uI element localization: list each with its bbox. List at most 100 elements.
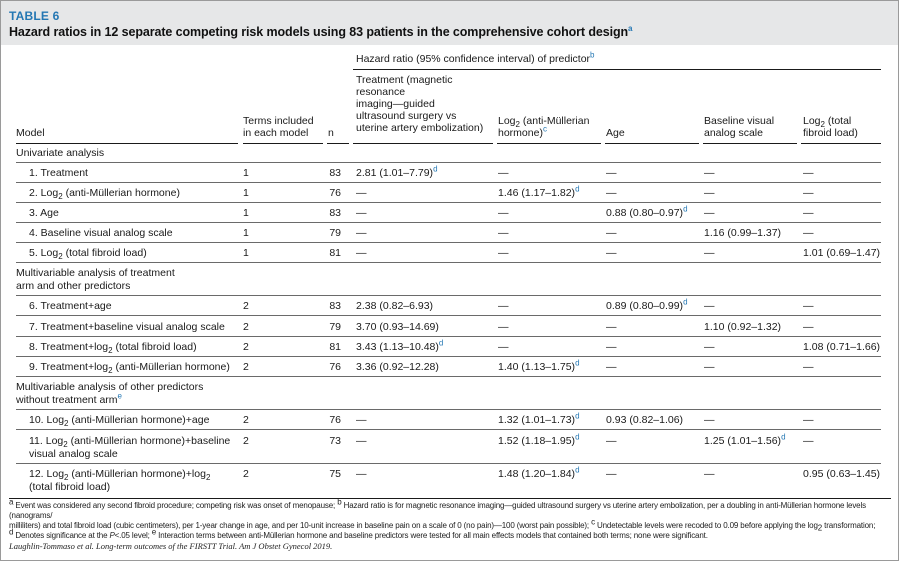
row-3-amh: — (498, 207, 509, 219)
group-header: Hazard ratio (95% confidence interval) o… (356, 50, 595, 65)
row-2-n: 76 (329, 187, 341, 199)
row-rule (16, 315, 881, 316)
row-7-vas: 1.10 (0.92–1.32) (704, 321, 782, 333)
table-title: Hazard ratios in 12 separate competing r… (9, 23, 633, 39)
row-8-terms: 2 (243, 341, 249, 353)
row-12-n: 75 (329, 468, 341, 480)
row-rule (16, 376, 881, 377)
header-rule-model (16, 143, 238, 144)
row-7-model: 7. Treatment+baseline visual analog scal… (29, 321, 225, 333)
col-header-n: n (328, 127, 334, 139)
row-6-treatment: 2.38 (0.82–6.93) (356, 300, 434, 312)
row-11-model: 11. Log2 (anti-Müllerian hormone)+baseli… (29, 435, 231, 460)
row-11-treatment: — (356, 435, 367, 447)
row-rule (16, 262, 881, 263)
row-rule (16, 336, 881, 337)
row-2-age: — (606, 187, 617, 199)
row-8-amh: — (498, 341, 509, 353)
row-8-treatment: 3.43 (1.13–10.48)d (356, 338, 444, 353)
row-8-age: — (606, 341, 617, 353)
row-11-age: — (606, 435, 617, 447)
row-rule (16, 356, 881, 357)
row-2-terms: 1 (243, 187, 249, 199)
col-header-terms: Terms included in each model (243, 115, 314, 139)
row-12-terms: 2 (243, 468, 249, 480)
row-10-vas: — (704, 414, 715, 426)
row-8-vas: — (704, 341, 715, 353)
row-6-terms: 2 (243, 300, 249, 312)
row-5-treatment: — (356, 247, 367, 259)
section-rule (16, 162, 881, 163)
row-10-amh: 1.32 (1.01–1.73)d (498, 411, 580, 426)
header-rule-tfl (801, 143, 881, 144)
header-rule-age (605, 143, 699, 144)
section-multivariable-treatment: Multivariable analysis of treatment arm … (16, 267, 175, 292)
row-1-vas: — (704, 167, 715, 179)
col-header-model: Model (16, 127, 45, 139)
row-rule (16, 222, 881, 223)
col-header-treatment: Treatment (magnetic resonance imaging—gu… (356, 74, 484, 134)
row-10-model: 10. Log2 (anti-Müllerian hormone)+age (29, 414, 210, 429)
row-1-tfl: — (803, 167, 814, 179)
col-header-age: Age (606, 127, 625, 139)
row-3-age: 0.88 (0.80–0.97)d (606, 204, 688, 219)
row-12-amh: 1.48 (1.20–1.84)d (498, 465, 580, 480)
row-5-terms: 1 (243, 247, 249, 259)
row-7-n: 79 (329, 321, 341, 333)
row-12-age: — (606, 468, 617, 480)
row-5-model: 5. Log2 (total fibroid load) (29, 247, 147, 262)
row-1-model: 1. Treatment (29, 167, 88, 179)
row-12-vas: — (704, 468, 715, 480)
row-4-amh: — (498, 227, 509, 239)
row-6-model: 6. Treatment+age (29, 300, 112, 312)
row-7-treatment: 3.70 (0.93–14.69) (356, 321, 439, 333)
row-6-tfl: — (803, 300, 814, 312)
row-5-n: 81 (329, 247, 341, 259)
row-7-age: — (606, 321, 617, 333)
row-10-age: 0.93 (0.82–1.06) (606, 414, 684, 426)
row-8-n: 81 (329, 341, 341, 353)
group-header-rule (353, 69, 881, 70)
row-4-treatment: — (356, 227, 367, 239)
table-bottom-rule (9, 498, 891, 499)
row-2-model: 2. Log2 (anti-Müllerian hormone) (29, 187, 180, 202)
row-12-treatment: — (356, 468, 367, 480)
row-7-amh: — (498, 321, 509, 333)
row-7-tfl: — (803, 321, 814, 333)
row-9-model: 9. Treatment+log2 (anti-Müllerian hormon… (29, 361, 230, 376)
table-label: TABLE 6 (9, 9, 60, 23)
row-4-model: 4. Baseline visual analog scale (29, 227, 173, 239)
row-3-vas: — (704, 207, 715, 219)
table-footnotes: a Event was considered any second fibroi… (9, 497, 876, 540)
row-1-amh: — (498, 167, 509, 179)
row-2-tfl: — (803, 187, 814, 199)
row-9-treatment: 3.36 (0.92–12.28) (356, 361, 439, 373)
row-5-vas: — (704, 247, 715, 259)
row-8-tfl: 1.08 (0.71–1.66) (803, 341, 881, 353)
row-11-terms: 2 (243, 435, 249, 447)
header-rule-amh (497, 143, 601, 144)
row-6-vas: — (704, 300, 715, 312)
row-rule (16, 182, 881, 183)
row-3-terms: 1 (243, 207, 249, 219)
row-9-terms: 2 (243, 361, 249, 373)
row-11-amh: 1.52 (1.18–1.95)d (498, 432, 580, 447)
row-4-n: 79 (329, 227, 341, 239)
row-rule (16, 429, 881, 430)
row-9-vas: — (704, 361, 715, 373)
row-6-n: 83 (329, 300, 341, 312)
row-3-model: 3. Age (29, 207, 59, 219)
row-9-age: — (606, 361, 617, 373)
row-rule (16, 202, 881, 203)
header-rule-terms (243, 143, 323, 144)
row-9-n: 76 (329, 361, 341, 373)
row-5-age: — (606, 247, 617, 259)
row-12-model: 12. Log2 (anti-Müllerian hormone)+log2 (… (29, 468, 211, 493)
row-1-n: 83 (329, 167, 341, 179)
row-9-tfl: — (803, 361, 814, 373)
row-4-age: — (606, 227, 617, 239)
row-8-model: 8. Treatment+log2 (total fibroid load) (29, 341, 197, 356)
row-7-terms: 2 (243, 321, 249, 333)
row-5-tfl: 1.01 (0.69–1.47) (803, 247, 881, 259)
row-10-n: 76 (329, 414, 341, 426)
